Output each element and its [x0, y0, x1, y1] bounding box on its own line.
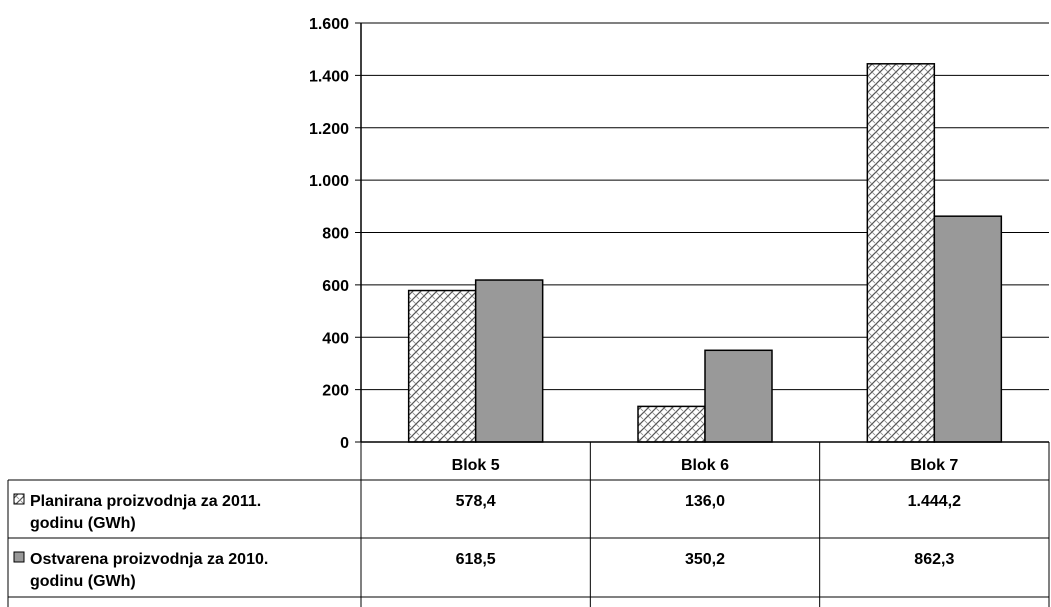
series-name: godinu (GWh) [30, 515, 136, 532]
bar-ostvarena-5 [474, 279, 544, 443]
y-tick-label: 0 [340, 435, 349, 452]
data-value: 350,2 [685, 551, 725, 568]
series-name: godinu (GWh) [30, 573, 136, 590]
data-value: 136,0 [685, 493, 725, 510]
bar-planirana-6 [637, 405, 706, 443]
y-tick-label: 600 [322, 278, 349, 295]
data-value: 862,3 [914, 551, 954, 568]
data-value: 618,5 [456, 551, 496, 568]
y-tick-label: 400 [322, 330, 349, 347]
legend-swatch [13, 551, 25, 563]
axes [360, 23, 1049, 443]
series-name: Ostvarena proizvodnja za 2010. [30, 551, 268, 568]
bar-planirana-5 [407, 289, 477, 443]
y-tick-label: 1.600 [309, 16, 349, 33]
data-table: Blok 5 Blok 6 Blok 7 Planirana proizvodnja … [7, 442, 1050, 607]
y-tick-label: 1.200 [309, 121, 349, 138]
category-label: Blok 5 [452, 457, 500, 474]
y-axis-ticks: 0 200 400 600 800 1.000 1.200 1.400 1.600 [309, 16, 361, 452]
legend-swatch [13, 493, 25, 505]
y-tick-label: 200 [322, 383, 349, 400]
category-label: Blok 7 [910, 457, 958, 474]
bars [407, 63, 1003, 443]
bar-ostvarena-7 [933, 215, 1003, 443]
data-value: 578,4 [456, 493, 496, 510]
data-value: 1.444,2 [908, 493, 961, 510]
y-tick-label: 800 [322, 226, 349, 243]
bar-planirana-7 [866, 63, 936, 443]
y-tick-label: 1.400 [309, 68, 349, 85]
bar-ostvarena-6 [704, 349, 773, 443]
category-label: Blok 6 [681, 457, 729, 474]
series-name: Planirana proizvodnja za 2011. [30, 493, 261, 510]
y-tick-label: 1.000 [309, 173, 349, 190]
